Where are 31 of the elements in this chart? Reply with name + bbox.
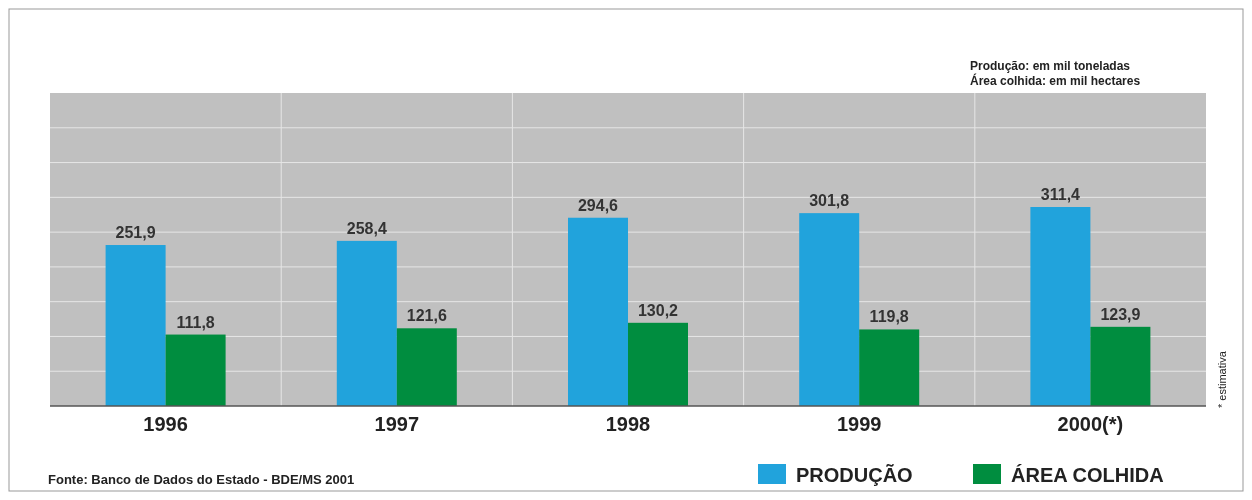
data-label: 251,9	[115, 224, 156, 242]
data-label: 311,4	[1040, 186, 1081, 203]
text: Produção: em mil toneladas	[970, 59, 1131, 73]
x-tick-label: 1996	[143, 413, 188, 435]
data-label: 121,6	[406, 307, 447, 325]
source-note: Fonte: Banco de Dados do Estado - BDE/MS 2001	[48, 472, 355, 487]
bar	[1030, 207, 1091, 406]
data-label: 123,9	[1100, 305, 1141, 323]
data-label: 301,8	[809, 192, 850, 210]
bar	[859, 329, 920, 406]
data-label: 111,8	[176, 313, 215, 331]
data-label: 130,2	[637, 301, 679, 319]
bar	[336, 240, 397, 406]
bar	[628, 322, 688, 406]
bar	[105, 245, 166, 406]
x-tick-label: 1997	[374, 413, 420, 435]
bar	[1090, 326, 1151, 406]
data-label: 258,4	[346, 219, 387, 237]
bar	[799, 213, 860, 406]
legend-label: PRODUÇÃO	[796, 464, 913, 486]
legend-label: ÁREA COLHIDA	[1011, 464, 1164, 486]
x-tick-label: 1999	[836, 413, 882, 435]
data-label: 119,8	[869, 308, 909, 326]
text: * estimativa	[1216, 350, 1228, 408]
data-label: 294,6	[577, 196, 619, 214]
bar	[165, 334, 226, 406]
x-tick-label: 1998	[605, 413, 651, 435]
bar	[396, 328, 457, 406]
bar	[568, 217, 628, 406]
text: Área colhida: em mil hectares	[970, 73, 1141, 88]
x-tick-label: 2000(*)	[1057, 413, 1124, 435]
